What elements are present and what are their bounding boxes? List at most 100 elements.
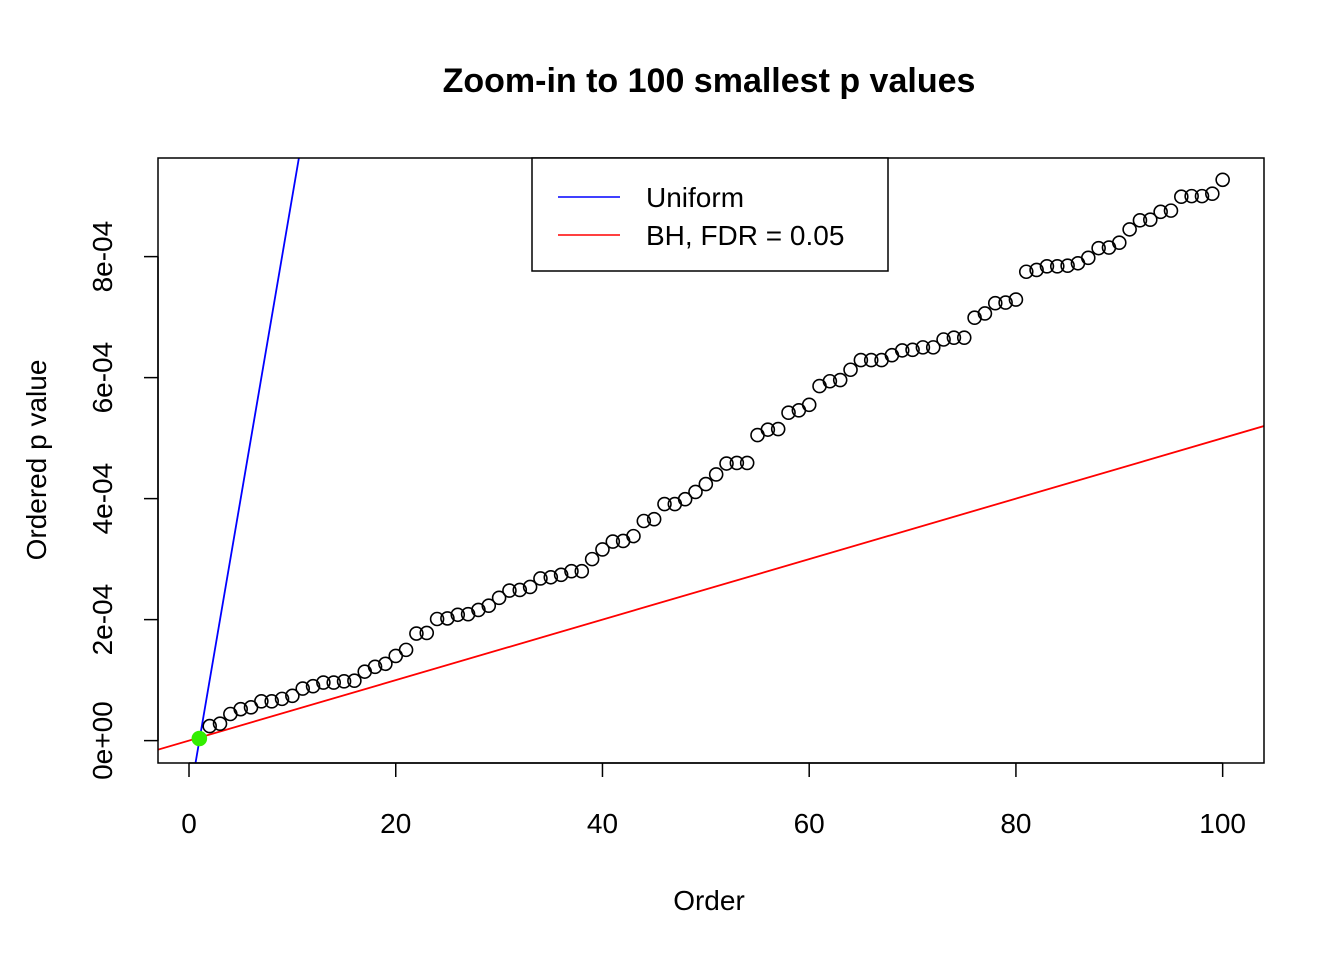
data-point <box>264 693 280 709</box>
data-point <box>1091 240 1106 256</box>
data-point <box>378 656 393 672</box>
data-points <box>191 172 1230 747</box>
data-point <box>719 456 734 471</box>
data-point <box>1111 235 1127 250</box>
data-point <box>1205 186 1220 201</box>
x-tick-label: 0 <box>181 808 197 839</box>
data-point <box>512 582 528 598</box>
y-tick-label: 4e-04 <box>87 463 118 535</box>
x-tick-label: 80 <box>1000 808 1031 839</box>
data-point <box>429 611 445 627</box>
data-point <box>440 611 455 626</box>
data-point <box>956 330 972 345</box>
x-tick-label: 40 <box>587 808 618 839</box>
data-point <box>646 511 662 527</box>
data-point <box>822 373 838 389</box>
data-point <box>998 295 1013 310</box>
data-point <box>398 642 414 658</box>
y-tick-label: 2e-04 <box>87 584 118 656</box>
reference-line-bh <box>158 425 1264 751</box>
data-point <box>915 340 931 355</box>
data-point <box>336 674 352 689</box>
data-point <box>987 295 1003 311</box>
data-point <box>1080 250 1096 266</box>
data-point <box>1153 204 1168 220</box>
data-point <box>739 455 755 471</box>
y-tick-label: 8e-04 <box>87 221 118 293</box>
data-point <box>502 583 517 598</box>
data-point <box>781 405 796 421</box>
data-point <box>254 693 269 709</box>
data-point <box>1184 188 1199 204</box>
data-point <box>832 372 848 388</box>
y-tick-label: 6e-04 <box>87 342 118 414</box>
data-point <box>1142 212 1158 228</box>
data-point <box>853 352 869 368</box>
x-axis-label: Order <box>673 885 745 916</box>
data-point <box>708 467 724 482</box>
data-point <box>595 542 610 557</box>
data-point <box>605 534 621 549</box>
x-axis: 0 20 40 60 80 100 <box>181 762 1246 839</box>
data-point <box>1049 258 1065 274</box>
data-point <box>409 626 424 641</box>
data-point <box>636 513 652 529</box>
y-axis-label: Ordered p value <box>21 360 52 561</box>
highlighted-point <box>191 730 208 747</box>
legend: Uniform BH, FDR = 0.05 <box>531 157 889 272</box>
data-point <box>274 691 290 707</box>
y-axis: 0e+00 2e-04 4e-04 6e-04 8e-04 <box>87 221 159 780</box>
data-point <box>843 362 858 378</box>
data-point <box>522 579 538 595</box>
data-point <box>1163 203 1179 218</box>
data-point <box>347 673 362 689</box>
data-point <box>1122 222 1137 237</box>
x-tick-label: 100 <box>1199 808 1246 839</box>
data-point <box>801 397 817 413</box>
data-point <box>1039 258 1055 274</box>
data-point <box>295 681 311 696</box>
data-point <box>905 342 920 358</box>
data-point <box>481 598 497 614</box>
data-point <box>233 701 248 717</box>
data-point <box>543 569 559 585</box>
data-point <box>626 528 641 544</box>
data-point <box>367 659 383 675</box>
data-point <box>1174 189 1189 205</box>
data-point <box>1132 213 1148 228</box>
data-point <box>925 340 941 355</box>
data-point <box>863 352 879 368</box>
reference-lines <box>158 158 1264 763</box>
data-point <box>1008 292 1024 307</box>
data-point <box>285 688 300 704</box>
data-point <box>677 491 693 507</box>
x-tick-label: 60 <box>794 808 825 839</box>
data-point <box>212 716 228 731</box>
data-point <box>1194 188 1210 204</box>
data-point <box>419 625 435 641</box>
data-point <box>574 563 590 579</box>
data-point <box>202 718 217 734</box>
data-point <box>1215 172 1230 188</box>
data-point <box>936 332 951 347</box>
data-point <box>760 422 776 437</box>
y-tick-label: 0e+00 <box>87 701 118 780</box>
data-point <box>946 330 962 345</box>
data-point <box>316 675 331 690</box>
data-point <box>977 306 993 321</box>
x-tick-label: 20 <box>380 808 411 839</box>
legend-label-uniform: Uniform <box>646 182 744 213</box>
data-point <box>729 455 745 471</box>
data-point <box>1060 258 1075 273</box>
data-point <box>688 484 703 500</box>
data-point <box>450 607 466 623</box>
data-point <box>564 563 579 579</box>
chart-title: Zoom-in to 100 smallest p values <box>443 62 976 100</box>
data-point <box>1018 264 1034 280</box>
data-point <box>533 571 548 586</box>
data-point <box>584 551 600 567</box>
legend-label-bh: BH, FDR = 0.05 <box>646 220 844 251</box>
data-point <box>698 476 714 492</box>
data-point <box>491 590 507 606</box>
